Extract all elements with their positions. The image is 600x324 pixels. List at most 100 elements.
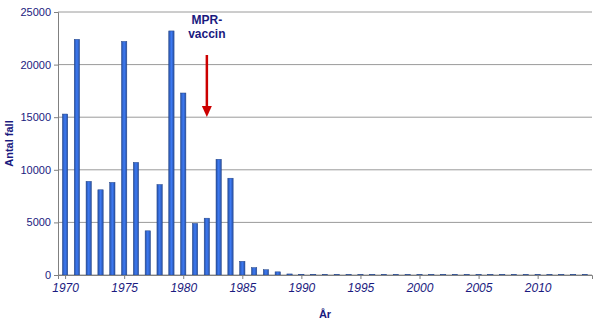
x-tick-mark [183,275,184,279]
bar [287,274,292,275]
x-tick-label: 2010 [524,281,552,295]
y-tick-label: 25000 [20,6,51,18]
x-tick-label: 1985 [229,281,256,295]
bar [429,274,434,275]
x-axis-line [59,276,593,280]
bar [181,93,186,275]
bar [464,274,469,275]
bar [299,274,304,275]
y-tick: 20000 [20,59,58,71]
y-tick: 5000 [27,216,58,228]
bars [62,31,587,275]
bar [98,190,103,275]
bar [216,159,221,275]
y-tick: 10000 [20,164,58,176]
bar [133,162,138,275]
bar [275,272,280,275]
bar [535,274,540,275]
y-tick-label: 0 [45,269,51,281]
bar [251,268,256,275]
bar [169,31,174,275]
x-tick-mark [124,275,125,279]
grid-line [58,64,592,65]
y-tick-mark [54,170,58,171]
bar [582,274,587,275]
x-tick-label: 1995 [348,281,375,295]
annotation-arrow [206,55,209,108]
bar [417,274,422,275]
x-tick-mark [420,275,421,279]
plot-area: 0 5000 10000 15000 20000 25000 1970 1975 1980 198… [20,6,592,295]
y-tick: 15000 [20,111,58,123]
y-tick-mark [54,12,58,13]
x-tick-mark [242,275,243,279]
bar [228,178,233,275]
bar [393,274,398,275]
bar [559,274,564,275]
bar [110,182,115,275]
y-tick-label: 20000 [20,59,51,71]
y-tick-mark [54,275,58,276]
y-tick-label: 5000 [27,216,51,228]
bar [311,274,316,275]
bar [500,274,505,275]
y-tick-label: 15000 [20,111,51,123]
bar [346,274,351,275]
y-tick: 0 [45,269,58,281]
y-tick-mark [54,222,58,223]
x-tick-label: 2000 [406,281,434,295]
bar [192,223,197,275]
x-tick: 2000 [406,275,434,295]
bar [322,274,327,275]
y-axis-title: Antal fall [3,120,15,166]
grid-line [58,12,592,13]
bar [263,270,268,275]
x-tick: 1990 [289,275,316,295]
bar [62,114,67,275]
grid-line [58,117,592,118]
bar [440,274,445,275]
chart: 0 5000 10000 15000 20000 25000 1970 1975 1980 198… [0,0,600,324]
bar [334,274,339,275]
x-tick-label: 2005 [465,281,493,295]
y-tick: 25000 [20,6,58,18]
x-tick: 1980 [170,275,197,295]
bar [74,39,79,275]
x-axis-title: År [319,308,332,320]
bar [145,231,150,275]
x-tick-mark [538,275,539,279]
x-tick: 2010 [524,275,552,295]
bar [204,218,209,275]
bar [547,274,552,275]
annotation-text: MPR-vaccin [188,13,225,41]
y-tick-mark [54,65,58,66]
bar [370,274,375,275]
x-tick-mark [301,275,302,279]
bar [157,185,162,275]
bar [488,274,493,275]
x-tick-label: 1990 [289,281,316,295]
x-tick-mark [360,275,361,279]
y-axis: 0 5000 10000 15000 20000 25000 [20,6,58,281]
bar [122,41,127,275]
bar [570,274,575,275]
bar [523,274,528,275]
bar [452,274,457,275]
y-tick-label: 10000 [20,164,51,176]
x-tick-label: 1980 [170,281,197,295]
x-axis: 1970 1975 1980 1985 1990 1995 2000 2005 2010 [52,275,592,295]
annotation-arrow-head [202,106,212,117]
x-tick: 1970 [52,275,79,295]
y-tick-mark [54,117,58,118]
annotation-text-line: MPR- [192,13,223,27]
grid [58,12,592,275]
bar [511,274,516,275]
x-tick-mark [479,275,480,279]
x-tick-label: 1970 [52,281,79,295]
x-tick: 1975 [111,275,138,295]
bar [476,274,481,275]
bar [405,274,410,275]
annotation-text-line: vaccin [188,27,225,41]
bar [240,261,245,275]
bar [86,181,91,275]
